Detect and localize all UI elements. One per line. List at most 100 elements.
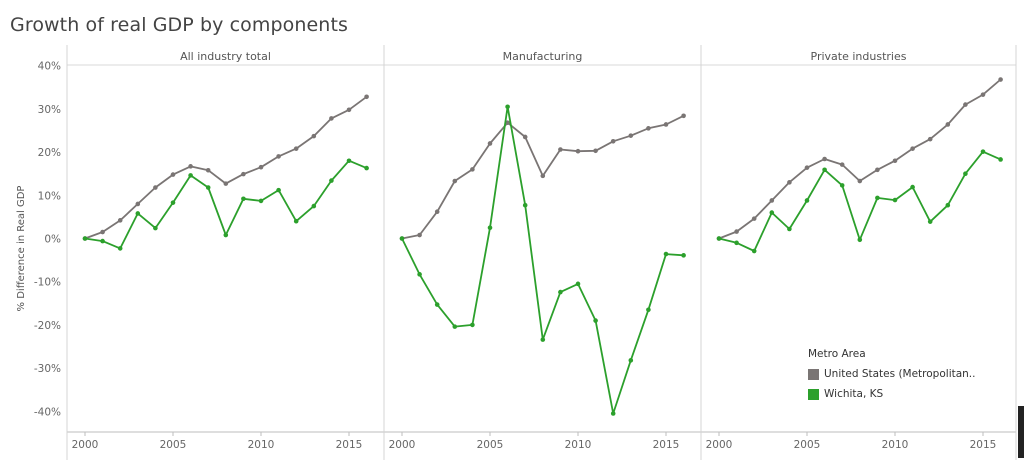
data-point-wichita <box>927 219 933 224</box>
x-tick-label: 2010 <box>882 439 909 451</box>
data-point-wichita <box>223 232 229 238</box>
data-point-wichita <box>346 158 352 164</box>
data-point-wichita <box>170 200 176 205</box>
data-point-wichita <box>734 240 739 246</box>
data-point-us <box>223 181 229 186</box>
x-tick-label: 2010 <box>565 439 592 451</box>
data-point-wichita <box>399 236 405 241</box>
data-point-wichita <box>470 322 475 328</box>
data-point-wichita <box>558 289 563 295</box>
data-point-us <box>153 185 158 190</box>
data-point-us <box>540 173 546 179</box>
data-point-us <box>945 122 951 127</box>
series-line-us <box>84 96 368 240</box>
data-point-us <box>434 209 440 215</box>
y-tick-label: -10% <box>34 277 61 289</box>
data-point-wichita <box>276 187 281 193</box>
data-point-wichita <box>241 196 246 202</box>
data-point-us <box>364 94 369 100</box>
legend-item-us[interactable]: United States (Metropolitan.. <box>808 364 976 384</box>
legend-swatch-wichita <box>808 388 819 400</box>
data-point-wichita <box>910 184 915 190</box>
data-point-us <box>839 162 845 167</box>
data-point-us <box>558 147 563 152</box>
data-point-wichita <box>787 226 792 232</box>
data-point-us <box>470 167 475 172</box>
data-point-wichita <box>769 210 775 215</box>
series-line-wichita <box>401 105 684 415</box>
y-tick-label: -30% <box>34 363 61 375</box>
data-point-wichita <box>751 248 757 254</box>
data-point-us <box>769 198 775 203</box>
data-point-wichita <box>135 211 141 216</box>
data-point-wichita <box>82 236 88 241</box>
data-point-wichita <box>681 253 686 258</box>
data-point-us <box>593 148 598 154</box>
data-point-us <box>857 178 863 184</box>
data-point-wichita <box>311 203 317 209</box>
series-line-wichita <box>718 150 1001 252</box>
x-tick-label: 2000 <box>72 439 99 451</box>
data-point-us <box>117 218 123 223</box>
data-point-wichita <box>153 225 158 231</box>
data-point-wichita <box>822 167 827 173</box>
data-point-wichita <box>646 307 651 313</box>
x-tick-label: 2005 <box>794 439 821 451</box>
data-point-wichita <box>100 238 105 244</box>
data-point-wichita <box>593 318 598 323</box>
x-tick-label: 2005 <box>160 439 187 451</box>
legend-label-us: United States (Metropolitan.. <box>824 368 976 380</box>
y-tick-label: 40% <box>38 61 61 73</box>
data-point-wichita <box>892 197 898 203</box>
data-point-us <box>188 164 193 169</box>
data-point-wichita <box>329 178 334 183</box>
data-point-wichita <box>980 149 986 154</box>
data-point-wichita <box>575 281 581 287</box>
data-point-wichita <box>117 246 123 251</box>
data-point-wichita <box>434 302 440 307</box>
panel-title: Private industries <box>811 50 907 63</box>
data-point-wichita <box>293 218 299 224</box>
data-point-us <box>610 139 616 144</box>
x-tick-label: 2000 <box>706 439 733 451</box>
data-point-wichita <box>522 202 528 208</box>
chart-title: Growth of real GDP by components <box>10 14 348 36</box>
legend-label-wichita: Wichita, KS <box>824 388 884 400</box>
x-tick-label: 2005 <box>477 439 504 451</box>
data-point-us <box>804 165 810 170</box>
x-tick-label: 2015 <box>653 439 680 451</box>
data-point-us <box>646 126 651 131</box>
data-point-us <box>293 146 299 151</box>
data-point-wichita <box>417 272 422 277</box>
data-point-wichita <box>945 202 951 208</box>
data-point-us <box>910 146 915 151</box>
data-point-us <box>346 107 352 113</box>
data-point-us <box>575 148 581 154</box>
y-tick-label: 30% <box>38 104 61 116</box>
data-point-us <box>998 77 1003 82</box>
data-point-wichita <box>628 358 634 363</box>
y-tick-label: 10% <box>38 190 61 202</box>
data-point-us <box>452 178 458 184</box>
series-line-us <box>718 78 1002 240</box>
data-point-us <box>751 216 757 221</box>
x-tick-label: 2015 <box>336 439 363 451</box>
data-point-wichita <box>804 198 810 203</box>
x-tick-label: 2000 <box>389 439 416 451</box>
y-tick-label: 20% <box>38 147 61 159</box>
legend-title: Metro Area <box>808 348 866 360</box>
data-point-wichita <box>205 185 211 190</box>
data-point-us <box>487 141 493 146</box>
data-point-us <box>505 120 510 126</box>
data-point-us <box>787 180 792 185</box>
data-point-us <box>170 172 176 177</box>
panel-title: All industry total <box>180 50 271 63</box>
legend-item-wichita[interactable]: Wichita, KS <box>808 384 976 404</box>
data-point-us <box>875 167 880 173</box>
data-point-us <box>734 229 739 234</box>
data-point-wichita <box>540 337 546 342</box>
scroll-handle[interactable] <box>1018 406 1024 458</box>
data-point-wichita <box>452 324 458 329</box>
y-axis-label: % Difference in Real GDP <box>16 186 27 312</box>
